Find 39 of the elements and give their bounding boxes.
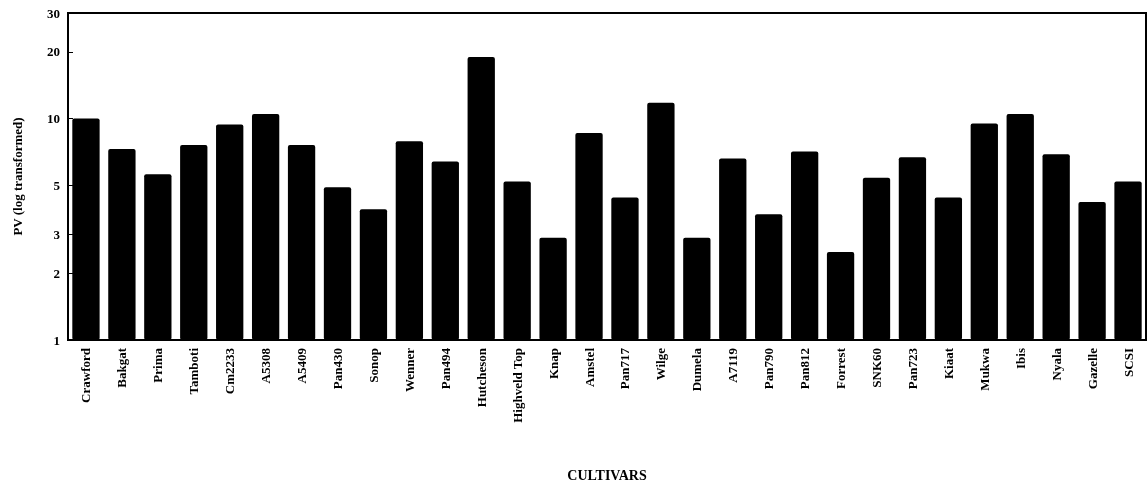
y-tick-label: 30 (47, 5, 60, 21)
x-tick-label: SNK60 (869, 348, 884, 388)
x-tick-label: Pan723 (904, 347, 920, 390)
x-tick-label: Kiaat (940, 347, 956, 380)
x-tick-label: Wilge (653, 347, 669, 381)
x-tick-label: Forrest (833, 347, 849, 389)
x-tick-label: A7119 (725, 347, 741, 383)
x-tick-label: Dumela (689, 347, 705, 392)
x-tick-label: Mukwa (976, 347, 992, 391)
x-tick-label: A5308 (258, 347, 274, 384)
x-tick-label: Gazelle (1084, 347, 1100, 390)
y-tick-label: 2 (53, 265, 60, 281)
x-tick-label: Pan717 (617, 347, 633, 390)
x-tick-label: Bakgat (114, 347, 130, 388)
x-tick-label: Prima (150, 347, 166, 383)
y-tick-label: 1 (53, 332, 60, 348)
x-tick-label: Highveld Top (509, 348, 525, 423)
x-tick-label: Tamboti (186, 347, 202, 395)
x-tick-label: Sonop (365, 348, 381, 383)
x-tick-label: Pan790 (761, 348, 777, 390)
y-tick-label: 10 (47, 111, 60, 127)
x-tick-label: Cm2233 (222, 347, 238, 395)
x-tick-label: Nyala (1048, 347, 1064, 381)
y-tick-label: 20 (47, 44, 60, 60)
x-tick-label: Pan494 (437, 347, 453, 390)
x-tick-label: A5409 (294, 347, 310, 384)
x-tick-label: Pan430 (330, 348, 345, 390)
x-axis-title: CULTIVARS (567, 467, 647, 483)
x-tick-label: Amstel (581, 347, 597, 387)
x-tick-label: Wenner (401, 347, 417, 393)
x-tick-label: Ibis (1012, 348, 1028, 369)
x-tick-label: Pan812 (797, 348, 813, 390)
y-axis-title: PV (log transformed) (10, 117, 25, 236)
y-tick-label: 3 (53, 226, 61, 242)
x-tick-label: SCSI (1120, 348, 1136, 377)
x-tick-label: Crawford (78, 347, 94, 403)
y-tick-label: 5 (53, 177, 61, 193)
x-tick-label: Hutcheson (473, 347, 489, 408)
x-tick-label: Knap (545, 348, 561, 380)
